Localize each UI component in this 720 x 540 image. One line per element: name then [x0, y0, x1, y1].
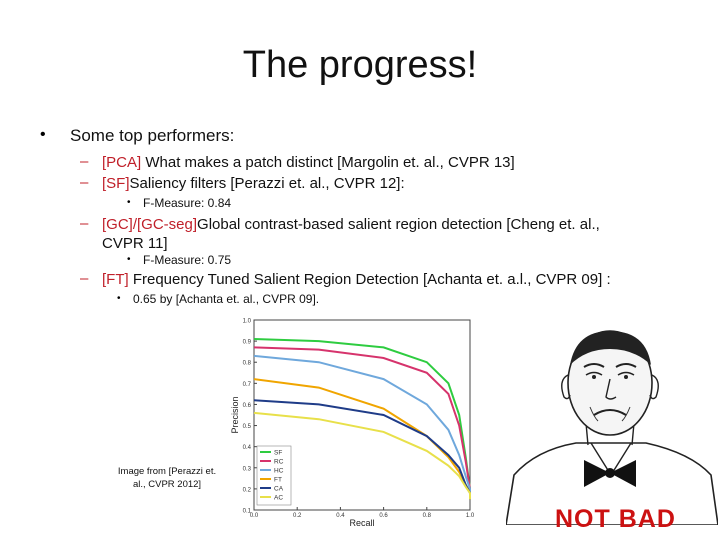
tag-sf: [SF] [102, 175, 130, 192]
legend-box [256, 445, 292, 506]
dash-glyph: – [80, 174, 89, 191]
y-tick-label: 0.6 [243, 403, 252, 409]
tag-pca: [PCA] [102, 154, 142, 171]
slide-title: The progress! [242, 44, 478, 86]
x-tick-label: 1.0 [466, 513, 475, 519]
item-sf-text: Saliency filters [Perazzi et. al., CVPR … [129, 175, 405, 192]
meme-caption: NOT BAD [555, 505, 676, 533]
item-sf: [SF]Saliency filters [Perazzi et. al., C… [102, 174, 405, 193]
series-line-hc [253, 354, 471, 500]
item-gc: [GC]/[GC-seg]Global contrast-based salie… [102, 215, 600, 253]
x-tick-label: 0.8 [423, 513, 432, 519]
x-tick-label: 0.6 [379, 513, 388, 519]
sub-bullet-glyph: • [117, 293, 121, 304]
y-tick-label: 0.3 [243, 466, 252, 472]
y-tick-label: 0.2 [243, 487, 252, 493]
y-axis-label: Precision [230, 396, 240, 433]
y-tick-label: 0.7 [243, 382, 252, 388]
sub-bullet-glyph: • [127, 254, 131, 265]
sub-fmeasure-gc: F-Measure: 0.75 [143, 253, 232, 267]
precision-recall-chart: 1.0 0.9 0.8 0.7 0.6 0.5 0.4 0.3 0.2 0.10.0 0.2 0.4 0… [230, 319, 475, 529]
not-bad-meme-illustration [506, 330, 718, 525]
sub-bullet-glyph: • [127, 197, 131, 208]
x-tick-label: 0.4 [336, 513, 345, 519]
y-tick-label: 0.1 [243, 509, 252, 515]
y-tick-label: 1.0 [243, 319, 252, 325]
item-ft: [FT] Frequency Tuned Salient Region Dete… [102, 270, 611, 289]
legend-label-hc: HC [274, 468, 284, 475]
dash-glyph: – [80, 215, 89, 232]
legend-label-rc: RC [274, 459, 284, 466]
x-axis-label: Recall [349, 518, 374, 528]
legend-label-ft: FT [274, 477, 282, 484]
y-tick-label: 0.8 [243, 361, 252, 367]
y-tick-label: 0.5 [243, 424, 252, 430]
legend-label-ca: CA [274, 486, 284, 493]
item-pca-text: What makes a patch distinct [Margolin et… [141, 154, 515, 171]
item-pca: [PCA] What makes a patch distinct [Margo… [102, 153, 515, 172]
tag-ft: [FT] [102, 271, 129, 288]
bullet-glyph: • [40, 126, 46, 143]
tag-gc: [GC]/[GC-seg] [102, 216, 198, 233]
sub-fmeasure-sf: F-Measure: 0.84 [143, 196, 232, 210]
item-gc-text2: CVPR 11] [102, 235, 168, 252]
x-tick-label: 0.0 [250, 513, 259, 519]
series-line-ac [253, 411, 471, 500]
item-gc-text: Global contrast-based salient region det… [197, 216, 600, 233]
x-tick-label: 0.2 [293, 513, 302, 519]
dash-glyph: – [80, 270, 89, 287]
legend-label-ac: AC [274, 495, 283, 502]
dash-glyph: – [80, 153, 89, 170]
top-bullet-text: Some top performers: [70, 126, 235, 145]
series-line-rc [253, 346, 471, 500]
y-tick-label: 0.4 [243, 445, 252, 451]
item-ft-text: Frequency Tuned Salient Region Detection… [128, 271, 611, 288]
legend-label-sf: SF [274, 450, 282, 457]
y-tick-label: 0.9 [243, 340, 252, 346]
image-caption: Image from [Perazzi et. al., CVPR 2012] [117, 466, 217, 490]
sub-fmeasure-ft: 0.65 by [Achanta et. al., CVPR 09]. [133, 292, 320, 306]
